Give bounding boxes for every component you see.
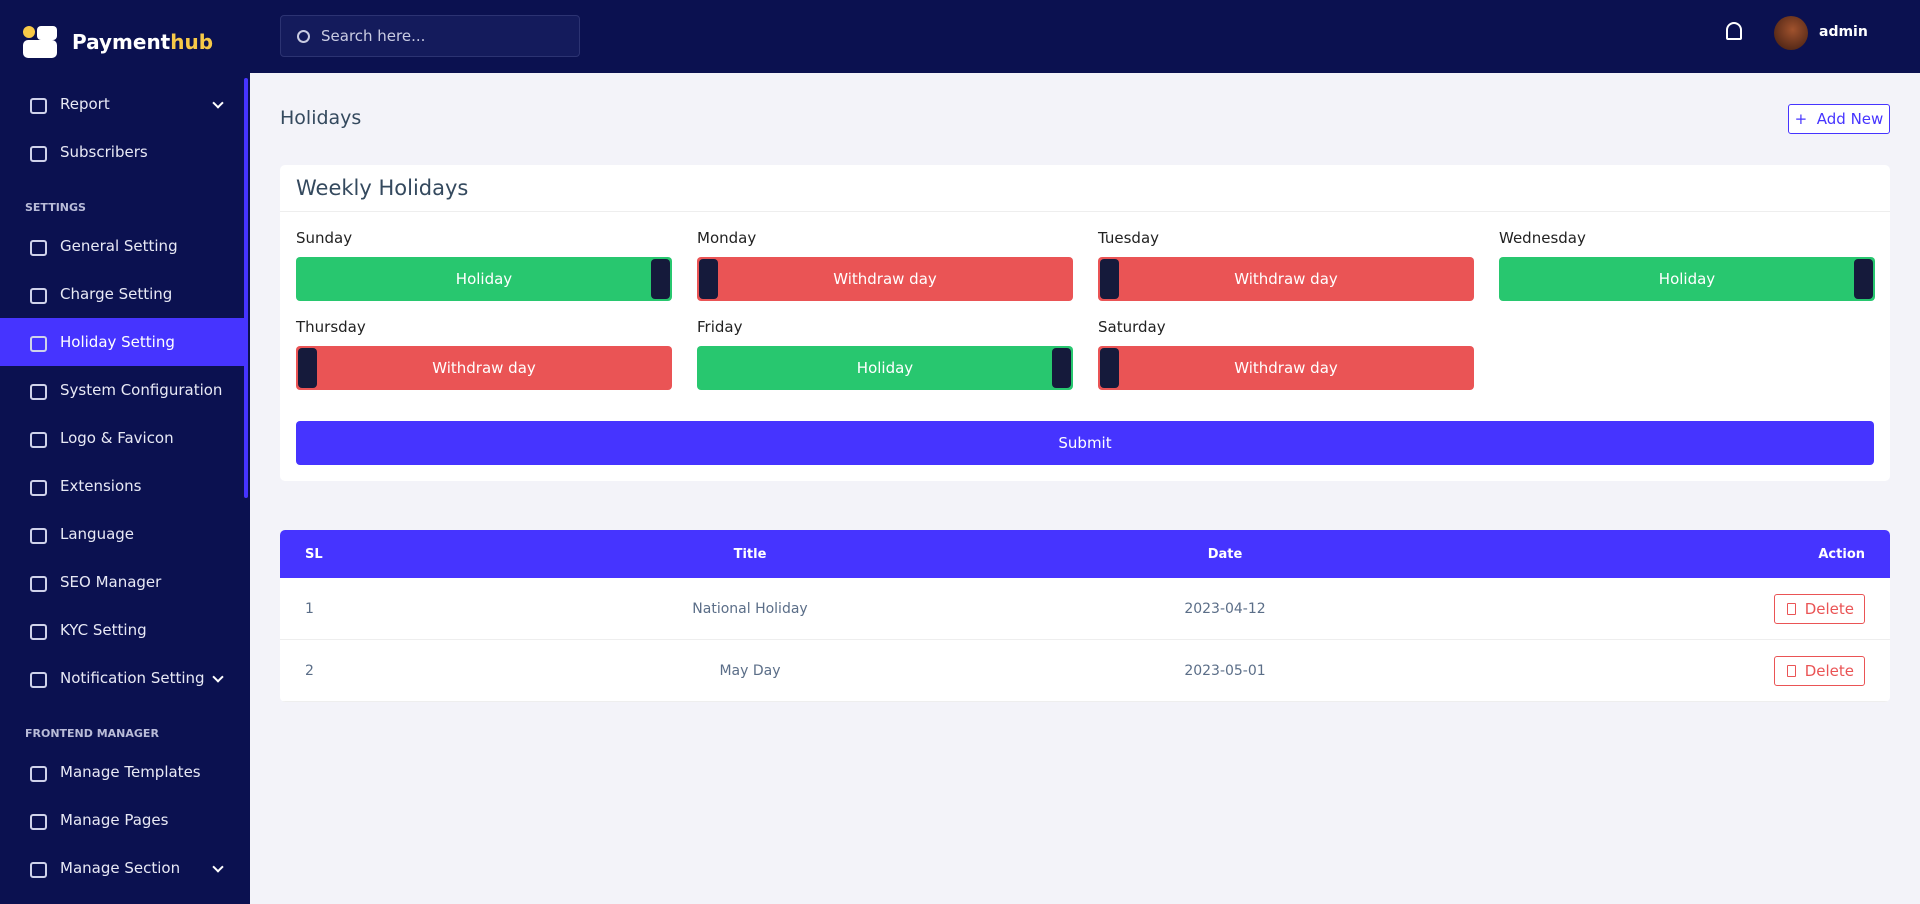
table-cell: 1	[305, 600, 314, 617]
logo[interactable]: Paymenthub	[22, 24, 213, 60]
add-new-button[interactable]: + Add New	[1788, 104, 1890, 134]
card-title: Weekly Holidays	[280, 165, 1890, 212]
day-label: Tuesday	[1098, 229, 1160, 247]
submit-button[interactable]: Submit	[296, 421, 1874, 465]
brand-first: Payment	[72, 30, 171, 54]
nav-heading: SETTINGS	[25, 201, 86, 214]
brand-second: hub	[170, 30, 214, 54]
day-toggle[interactable]: Holiday	[296, 257, 672, 301]
day: Sunday Holiday	[296, 229, 672, 301]
nav-heading: FRONTEND MANAGER	[25, 727, 159, 740]
day-label: Friday	[697, 318, 743, 336]
nav-item[interactable]: General Setting	[0, 222, 244, 270]
table-header: SL Title Date Action	[280, 530, 1890, 578]
nav-item[interactable]: System Configuration	[0, 366, 244, 414]
day-toggle[interactable]: Withdraw day	[697, 257, 1073, 301]
delete-button[interactable]: Delete	[1773, 593, 1865, 624]
table-cell: National Holiday	[692, 600, 808, 617]
holiday-table: SL Title Date Action 1 National Holiday 2023-0…	[280, 530, 1890, 702]
day: Saturday Withdraw day	[1098, 318, 1474, 390]
day-toggle[interactable]: Holiday	[1499, 257, 1875, 301]
day-label: Monday	[697, 229, 757, 247]
brand: Paymenthub	[72, 30, 213, 54]
day: Tuesday Withdraw day	[1098, 229, 1474, 301]
sidebar: Paymenthub Report Subscribers SETTINGS G…	[0, 0, 250, 904]
add-new-label: Add New	[1816, 110, 1884, 128]
table-cell: 2	[305, 662, 314, 679]
table-cell: May Day	[719, 662, 781, 679]
nav-item[interactable]: Charge Setting	[0, 270, 244, 318]
nav-item[interactable]: Manage Section	[0, 844, 244, 892]
nav-item[interactable]: Logo & Favicon	[0, 414, 244, 462]
nav-item[interactable]: Notification Setting	[0, 654, 244, 702]
topbar: Search here... admin	[250, 0, 1920, 73]
day: Wednesday Holiday	[1499, 229, 1875, 301]
table-row: 1 National Holiday 2023-04-12 Delete	[280, 578, 1890, 640]
nav: Report Subscribers SETTINGS General Sett…	[0, 80, 244, 892]
nav-item[interactable]: KYC Setting	[0, 606, 244, 654]
nav-item[interactable]: Holiday Setting	[0, 318, 244, 366]
header-cell: Title	[733, 546, 767, 562]
weekly-card: Weekly Holidays Sunday Holiday Monday Withd…	[280, 165, 1890, 481]
day: Friday Holiday	[697, 318, 1073, 390]
day-toggle[interactable]: Withdraw day	[296, 346, 672, 390]
user-name[interactable]: admin	[1819, 24, 1868, 40]
header-cell: Action	[1818, 546, 1865, 562]
day-toggle[interactable]: Withdraw day	[1098, 346, 1474, 390]
day-toggle[interactable]: Holiday	[697, 346, 1073, 390]
day-label: Sunday	[296, 229, 353, 247]
table-row: 2 May Day 2023-05-01 Delete	[280, 640, 1890, 702]
table-cell: 2023-05-01	[1184, 662, 1266, 679]
nav-item[interactable]: Manage Pages	[0, 796, 244, 844]
table-cell: 2023-04-12	[1184, 600, 1266, 617]
day: Thursday Withdraw day	[296, 318, 672, 390]
day-toggle[interactable]: Withdraw day	[1098, 257, 1474, 301]
nav-item[interactable]: Subscribers	[0, 128, 244, 176]
nav-item[interactable]: SEO Manager	[0, 558, 244, 606]
nav-item[interactable]: Manage Templates	[0, 748, 244, 796]
header-cell: Date	[1207, 546, 1243, 562]
day-label: Saturday	[1098, 318, 1166, 336]
delete-button[interactable]: Delete	[1773, 655, 1865, 686]
page-title: Holidays	[280, 107, 362, 129]
logo-icon	[23, 26, 57, 58]
day-label: Thursday	[296, 318, 366, 336]
scrollbar	[244, 78, 248, 498]
nav-item[interactable]: Extensions	[0, 462, 244, 510]
search-box[interactable]: Search here...	[280, 15, 580, 57]
day-label: Wednesday	[1499, 229, 1586, 247]
header-cell: SL	[305, 546, 323, 562]
day: Monday Withdraw day	[697, 229, 1073, 301]
nav-item[interactable]: Report	[0, 80, 244, 128]
nav-item[interactable]: Language	[0, 510, 244, 558]
avatar[interactable]	[1774, 16, 1808, 50]
notification-bell[interactable]	[1726, 22, 1742, 40]
